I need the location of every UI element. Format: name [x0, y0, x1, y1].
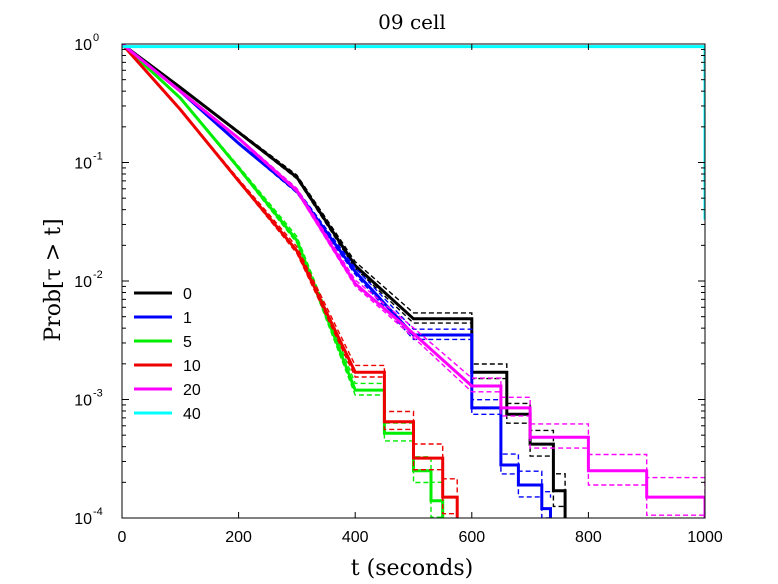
x-tick-label: 0	[118, 529, 127, 546]
legend-label: 5	[183, 334, 192, 351]
y-tick-label: 10 -2	[74, 269, 103, 291]
y-tick-label: 10 -3	[74, 388, 103, 410]
line-20	[122, 44, 705, 518]
x-tick-label: 400	[342, 529, 369, 546]
y-tick-base: 10	[74, 393, 92, 410]
legend-entry-5: 5	[134, 334, 192, 351]
y-tick-exp: -1	[93, 151, 103, 163]
series-40	[122, 45, 705, 220]
line-5	[122, 44, 445, 518]
legend-entry-0: 0	[134, 286, 192, 303]
line-10	[122, 44, 459, 518]
x-tick-label: 600	[458, 529, 485, 546]
y-tick-base: 10	[74, 37, 92, 54]
x-tick-label: 200	[225, 529, 252, 546]
series-layer	[122, 44, 705, 518]
y-tick-base: 10	[74, 274, 92, 291]
legend-label: 1	[183, 310, 192, 327]
x-axis-label: t (seconds)	[351, 556, 473, 581]
x-tick-label: 800	[575, 529, 602, 546]
y-tick-exp: -3	[93, 388, 103, 400]
legend-label: 40	[183, 406, 201, 423]
series-5	[122, 44, 445, 518]
line-0	[122, 44, 567, 518]
y-tick-exp: 0	[93, 32, 99, 44]
y-tick-label: 10 -4	[74, 506, 103, 528]
line-40	[122, 45, 705, 220]
y-tick-base: 10	[74, 511, 92, 528]
legend-entry-40: 40	[134, 406, 201, 423]
y-tick-base: 10	[74, 156, 92, 173]
legend: 0 1 5 10 20 40	[134, 286, 201, 423]
series-10	[122, 44, 459, 518]
y-tick-label: 10 -1	[74, 151, 103, 173]
legend-label: 20	[183, 382, 201, 399]
legend-label: 10	[183, 358, 201, 375]
frame-layer	[121, 43, 706, 519]
legend-label: 0	[183, 286, 192, 303]
series-20	[122, 44, 705, 518]
legend-entry-10: 10	[134, 358, 201, 375]
y-tick-exp: -4	[93, 506, 103, 518]
ci-upper-1	[122, 44, 552, 498]
y-axis-label: Prob[τ > t]	[41, 218, 66, 341]
x-tick-label: 1000	[687, 529, 723, 546]
y-tick-label: 10 0	[74, 32, 99, 54]
series-1	[122, 44, 552, 518]
chart-title: 09 cell	[378, 10, 446, 34]
line-1	[122, 44, 552, 518]
legend-entry-1: 1	[134, 310, 192, 327]
legend-entry-20: 20	[134, 382, 201, 399]
y-tick-exp: -2	[93, 269, 103, 281]
